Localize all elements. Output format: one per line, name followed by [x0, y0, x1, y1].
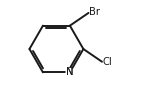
Text: N: N	[66, 67, 74, 77]
Circle shape	[66, 69, 74, 76]
Text: Br: Br	[89, 7, 101, 17]
Text: Cl: Cl	[103, 57, 113, 67]
Text: N: N	[66, 67, 74, 77]
